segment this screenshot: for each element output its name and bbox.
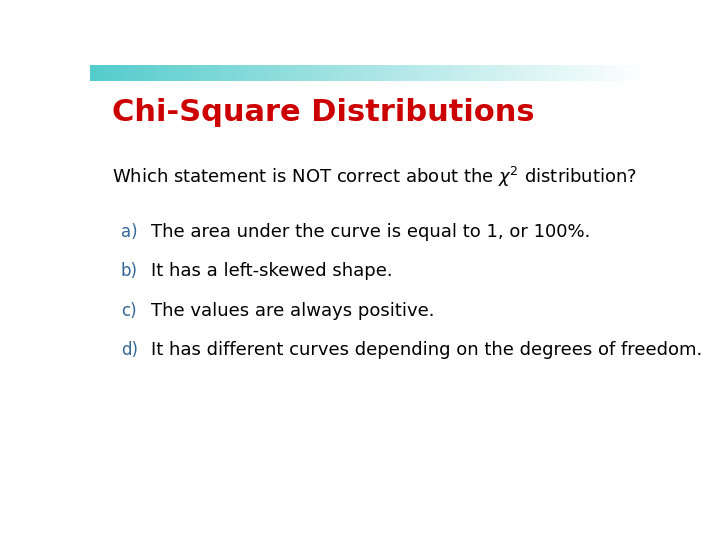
Text: Chi-Square Distributions: Chi-Square Distributions — [112, 98, 535, 127]
Text: c): c) — [121, 302, 136, 320]
Text: d): d) — [121, 341, 138, 359]
Text: b): b) — [121, 262, 138, 280]
Text: It has different curves depending on the degrees of freedom.: It has different curves depending on the… — [151, 341, 703, 359]
Text: Which statement is NOT correct about the $\chi^2$ distribution?: Which statement is NOT correct about the… — [112, 165, 637, 188]
Text: The values are always positive.: The values are always positive. — [151, 302, 435, 320]
Text: a): a) — [121, 223, 138, 241]
Text: The area under the curve is equal to 1, or 100%.: The area under the curve is equal to 1, … — [151, 223, 590, 241]
Text: It has a left-skewed shape.: It has a left-skewed shape. — [151, 262, 393, 280]
